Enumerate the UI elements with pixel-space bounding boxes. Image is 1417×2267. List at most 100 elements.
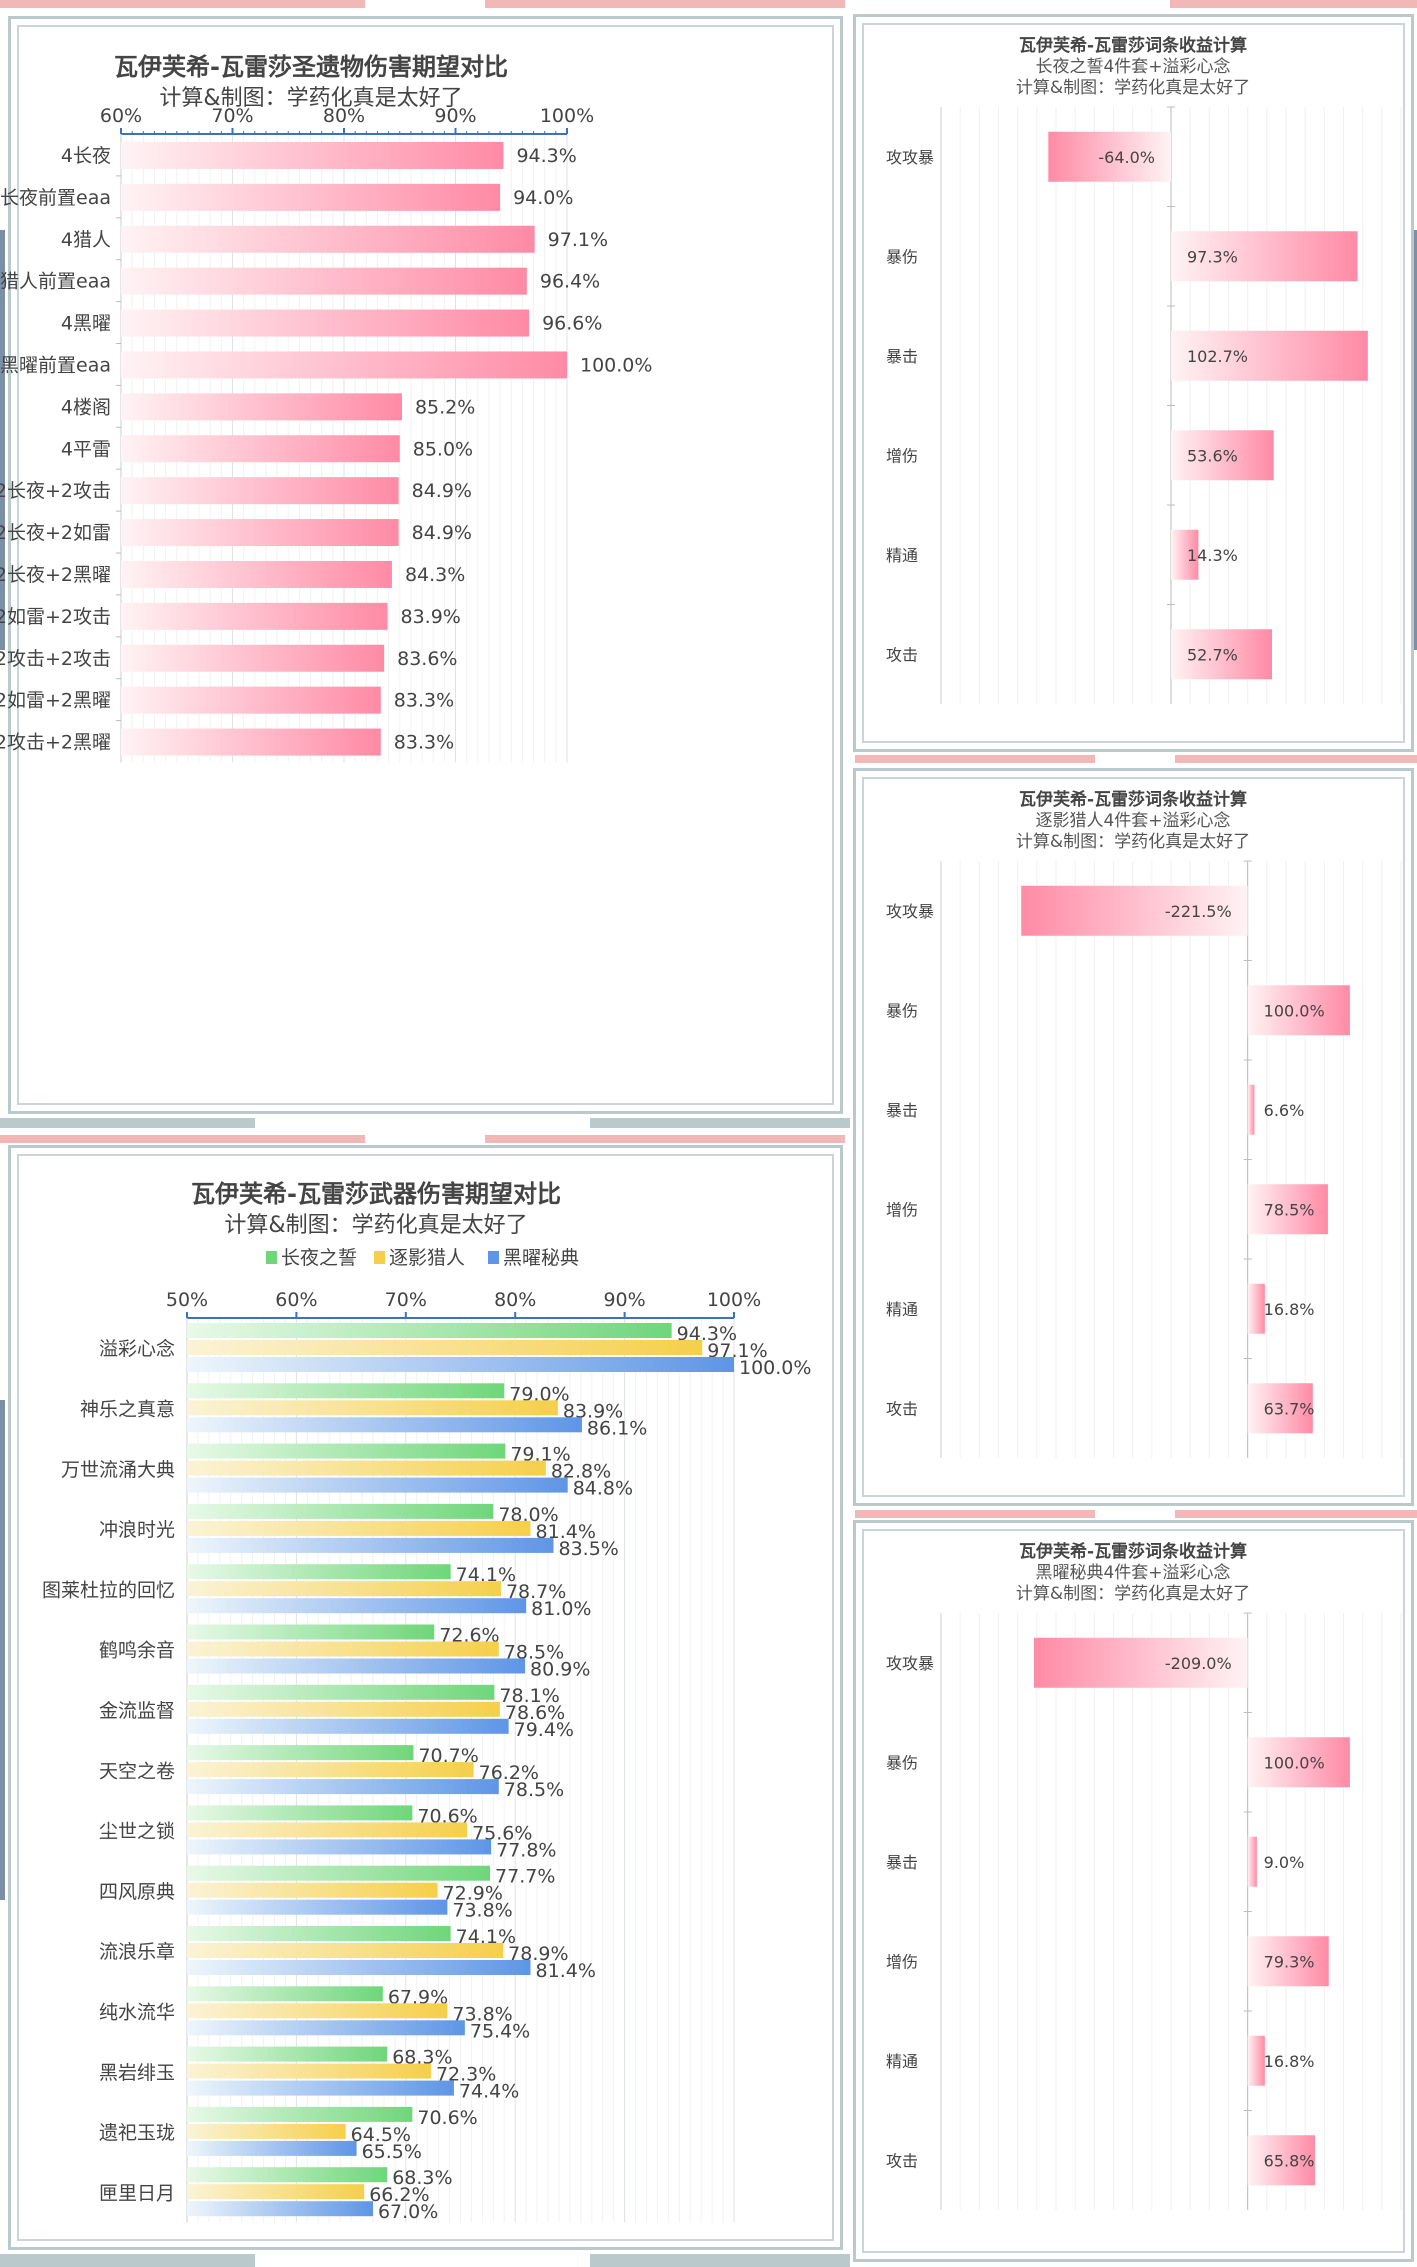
data-label: 68.3% <box>392 2167 452 2189</box>
data-label: 73.8% <box>452 2003 512 2025</box>
category-label: 尘世之锁 <box>99 1821 175 1843</box>
category-label: 金流监督 <box>99 1700 175 1722</box>
bar <box>1021 885 1248 936</box>
bar <box>121 183 501 211</box>
bar-0 <box>187 1564 451 1580</box>
data-label: 70.7% <box>418 1745 478 1767</box>
bar-2 <box>187 2020 465 2036</box>
bar <box>1247 1084 1255 1135</box>
data-label: 78.9% <box>508 1943 568 1965</box>
category-label: 2攻击+2攻击 <box>0 648 111 670</box>
category-label: 2如雷+2黑曜 <box>0 690 111 712</box>
data-label: 83.3% <box>394 690 454 712</box>
category-label: 2长夜+2黑曜 <box>0 564 111 586</box>
category-label: 攻攻暴 <box>886 148 934 167</box>
category-label: 2长夜+2如雷 <box>0 522 111 544</box>
category-label: 匣里日月 <box>99 2182 175 2204</box>
data-label: 85.2% <box>415 396 475 418</box>
bar <box>1247 1184 1328 1235</box>
data-label: 85.0% <box>413 438 473 460</box>
x-tick-label: 100% <box>707 1289 761 1311</box>
data-label: 83.6% <box>397 648 457 670</box>
category-label: 暴击 <box>886 347 918 366</box>
data-label: 81.4% <box>536 1521 596 1543</box>
category-label: 暴击 <box>886 1853 918 1872</box>
data-label: 78.5% <box>504 1779 564 1801</box>
data-label: 14.3% <box>1187 546 1238 565</box>
x-tick-label: 90% <box>434 105 476 127</box>
data-label: 78.1% <box>499 1685 559 1707</box>
data-label: 97.1% <box>548 229 608 251</box>
data-label: 100.0% <box>580 354 652 376</box>
chart-subtitle: 黑曜秘典4件套+溢彩心念 <box>1035 1562 1230 1583</box>
substat-chart-panel-3: 瓦伊芙希-瓦雷莎词条收益计算 黑曜秘典4件套+溢彩心念 计算&制图：学药化真是太好了… <box>853 1520 1414 2262</box>
bar <box>1171 430 1274 481</box>
data-label: 75.6% <box>472 1822 532 1844</box>
bar-0 <box>187 1684 495 1700</box>
category-label: 精通 <box>886 546 918 565</box>
data-label: 77.8% <box>496 1839 556 1861</box>
bar-2 <box>187 1899 448 1915</box>
bar-2 <box>187 1417 582 1433</box>
bar-1 <box>187 1340 703 1355</box>
bar <box>121 351 567 379</box>
category-label: 增伤 <box>886 446 918 465</box>
data-label: 79.3% <box>1264 1952 1315 1971</box>
bar <box>121 728 381 756</box>
bar <box>1034 1637 1248 1688</box>
bar-2 <box>187 1598 527 1614</box>
bar <box>1247 1936 1329 1987</box>
bar <box>121 602 388 630</box>
chart-title: 瓦伊芙希-瓦雷莎圣遗物伤害期望对比 <box>114 53 508 81</box>
legend-label: 黑曜秘典 <box>503 1247 579 1269</box>
chart-credit: 计算&制图：学药化真是太好了 <box>1016 832 1250 852</box>
legend-swatch <box>266 1251 277 1264</box>
bar-1 <box>187 1581 501 1597</box>
bar-1 <box>187 2063 431 2079</box>
chart-credit: 计算&制图：学药化真是太好了 <box>1016 1584 1250 1604</box>
data-label: 78.0% <box>498 1504 558 1526</box>
chart-subtitle: 逐影猎人4件套+溢彩心念 <box>1035 810 1230 831</box>
category-label: 4长夜前置eaa <box>0 187 111 209</box>
chart-title: 瓦伊芙希-瓦雷莎词条收益计算 <box>1019 1541 1247 1562</box>
bar-1 <box>187 1460 546 1476</box>
bar-0 <box>187 1926 451 1941</box>
bar <box>1247 1283 1265 1334</box>
legend-label: 逐影猎人 <box>389 1247 465 1269</box>
decor-strip-pink-mid-2 <box>485 1135 845 1143</box>
data-label: 64.5% <box>351 2124 411 2146</box>
bar-2 <box>187 2080 454 2096</box>
bar-2 <box>187 2201 373 2217</box>
data-label: 100.0% <box>739 1357 811 1379</box>
data-label: 66.2% <box>369 2184 429 2206</box>
bar-2 <box>187 1477 568 1493</box>
substat-chart-panel-2: 瓦伊芙希-瓦雷莎词条收益计算 逐影猎人4件套+溢彩心念 计算&制图：学药化真是太好了… <box>853 768 1414 1506</box>
bar-0 <box>187 2046 388 2062</box>
category-label: 增伤 <box>886 1952 918 1971</box>
chart-title: 瓦伊芙希-瓦雷莎武器伤害期望对比 <box>191 1180 561 1208</box>
chart-subtitle: 长夜之誓4件套+溢彩心念 <box>1035 56 1230 77</box>
data-label: 83.5% <box>558 1538 618 1560</box>
category-label: 图莱杜拉的回忆 <box>42 1579 175 1601</box>
decor-strip-pink-right-low2 <box>1175 1510 1417 1518</box>
category-label: 4长夜 <box>61 145 111 167</box>
category-label: 4楼阁 <box>61 396 111 418</box>
bar <box>121 225 535 253</box>
bar <box>121 644 385 672</box>
data-label: 72.9% <box>443 1883 503 1905</box>
bar-0 <box>187 2167 388 2183</box>
category-label: 神乐之真意 <box>80 1398 175 1420</box>
bar-1 <box>187 1882 438 1898</box>
data-label: 100.0% <box>1264 1001 1325 1020</box>
decor-strip-pink-top-right <box>1170 0 1417 8</box>
category-label: 精通 <box>886 1300 918 1319</box>
decor-strip-pink-right-mid <box>855 755 1095 763</box>
data-label: -64.0% <box>1098 148 1155 167</box>
bar <box>121 309 530 337</box>
data-label: 16.8% <box>1264 2052 1315 2071</box>
chart-subtitle: 计算&制图：学药化真是太好了 <box>159 86 462 111</box>
decor-strip-pink-top-left <box>0 0 365 8</box>
category-label: 2攻击+2黑曜 <box>0 732 111 754</box>
bar-1 <box>187 1701 500 1717</box>
data-label: 102.7% <box>1187 347 1248 366</box>
